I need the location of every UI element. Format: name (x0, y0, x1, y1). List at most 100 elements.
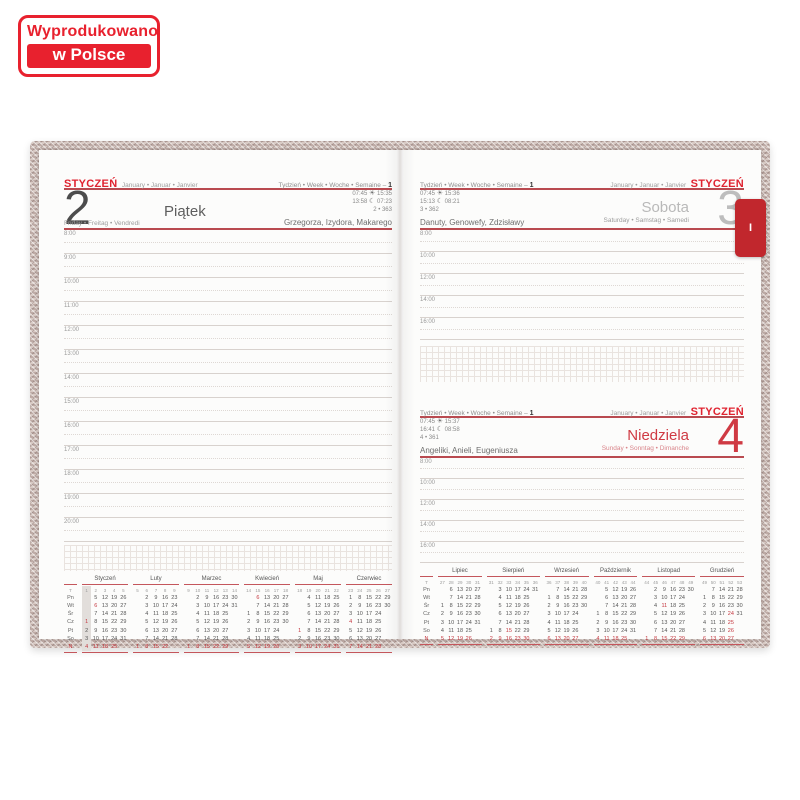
week-number: 10 (195, 587, 201, 593)
calendar-day: 1 (645, 635, 649, 642)
calendar-day (133, 594, 142, 602)
week-number: 46 (661, 579, 667, 585)
week-number: 14 (246, 587, 252, 593)
calendar-day: 26 (727, 627, 734, 634)
week-number: 15 (255, 587, 261, 593)
calendar-day (295, 610, 304, 618)
calendar-day: 5 (247, 643, 251, 650)
sun-moon-times: 07:45 ☀ 15:37 16:41 ☾ 08:58 4 • 361 (420, 418, 460, 441)
calendar-day: 23 (222, 595, 229, 602)
half-hour-line (420, 531, 744, 532)
calendar-day: 22 (465, 603, 472, 610)
hour-slot: 18:00 (64, 470, 392, 494)
hour-slot: 16:00 (420, 542, 744, 563)
hour-label: 13:00 (64, 351, 80, 357)
calendar-day: 22 (572, 595, 579, 602)
calendar-day: 20 (324, 611, 331, 618)
calendar-day: 8 (196, 643, 200, 650)
week-number: 5 (122, 587, 125, 593)
calendar-day: 2 (247, 619, 251, 626)
calendar-day: 1 (82, 618, 92, 627)
calendar-day: 23 (572, 603, 579, 610)
calendar-day: 27 (629, 595, 637, 602)
calendar-day: 5 (654, 611, 658, 618)
calendar-day (295, 602, 304, 610)
calendar-day (133, 635, 142, 643)
mini-calendar-month-name: Maj (313, 576, 323, 582)
hour-slot: 19:00 (64, 494, 392, 518)
week-number: 1 (82, 586, 92, 595)
month-subtitle: January • Januar • Janvier (610, 410, 687, 417)
calendar-day: 18 (670, 603, 677, 610)
hour-slot: 10:00 (420, 479, 744, 500)
day-header-jan-3: 07:45 ☀ 15:36 15:13 ☾ 08:21 3 • 362 (420, 185, 744, 233)
half-hour-line (64, 481, 392, 483)
calendar-day (295, 618, 304, 626)
calendar-day: 20 (213, 627, 220, 634)
calendar-day: 3 (247, 627, 251, 634)
diary-cover: STYCZEŃ January • Januar • Janvier Tydzi… (30, 141, 770, 653)
calendar-day: 7 (307, 619, 311, 626)
calendar-day (580, 627, 589, 635)
day-name-translations: Saturday • Samstag • Samedi (603, 217, 689, 224)
calendar-day: 9 (256, 619, 260, 626)
half-hour-line (64, 313, 392, 315)
hour-slot: 12:00 (64, 326, 392, 350)
mini-calendar-month-name: Sierpień (502, 568, 525, 574)
mini-calendar-grid: 31 32 33 34 35 36 3 10 17 24 31 4 11 18 25 5 12 19 26 6 13 20… (486, 576, 540, 645)
calendar-day: 27 (282, 595, 289, 602)
hour-label: 12:00 (420, 501, 436, 507)
half-hour-line (420, 306, 744, 308)
mini-calendar: Maj 18 19 20 21 22 4 11 18 25 5 12 19 26 6 13 20 27 7 14 21 2… (295, 575, 342, 653)
calendar-day: 1 (702, 595, 707, 602)
calendar-day: 26 (523, 603, 530, 610)
week-number: 31 (488, 579, 494, 585)
week-number: 24 (357, 587, 363, 593)
week-number: 45 (653, 579, 659, 585)
calendar-day (230, 643, 239, 651)
badge-line1: Wyprodukowano (27, 23, 159, 40)
hour-schedule-sat: 8:00 10:00 12:00 14:00 16:00 (420, 230, 744, 340)
calendar-day (487, 618, 496, 626)
calendar-day: 21 (572, 587, 579, 594)
calendar-day (642, 594, 651, 602)
calendar-day: 14 (101, 611, 109, 618)
calendar-day: 24 (727, 611, 734, 618)
calendar-day: 5 (547, 627, 551, 634)
calendar-day: 19 (514, 603, 521, 610)
calendar-day: 8 (711, 595, 715, 602)
calendar-day: 5 (498, 603, 502, 610)
calendar-day: 9 (307, 635, 311, 642)
calendar-day: 4 (145, 611, 149, 618)
calendar-day (531, 635, 540, 643)
mini-calendar: Styczeń 1 2 3 4 5 5 12 19 26 6 13 20 27 7 14 21 28 1 8 15 22 2… (82, 575, 128, 653)
calendar-day: 9 (662, 587, 666, 594)
calendar-day: 8 (256, 611, 260, 618)
calendar-day: 29 (629, 611, 637, 618)
calendar-day: 21 (670, 627, 677, 634)
calendar-day: 29 (736, 595, 743, 602)
mini-calendar-grid: 14 15 16 17 18 6 13 20 27 7 14 21 28 1 8 15 22 29 2 9 16 23 30… (244, 584, 291, 653)
calendar-day: 27 (572, 635, 579, 642)
calendar-day: 10 (152, 603, 159, 610)
hour-slot: 14:00 (420, 521, 744, 542)
made-in-poland-badge: Wyprodukowano w Polsce (18, 15, 160, 77)
calendar-day: 11 (448, 627, 455, 634)
calendar-day: 1 (547, 595, 551, 602)
hour-label: 18:00 (64, 471, 80, 477)
mini-calendar: Czerwiec23242526271815222929162330310172… (346, 575, 392, 653)
calendar-day: 27 (120, 603, 127, 610)
week-number: 1 (529, 182, 534, 189)
calendar-day: 3 (547, 611, 551, 618)
calendar-day: 3 (82, 634, 92, 643)
hour-label: 11:00 (64, 303, 79, 309)
calendar-day: 23 (727, 603, 734, 610)
mini-calendar-grid: 2324252627181522292916233031017244111825… (346, 584, 392, 653)
calendar-day: 27 (678, 619, 685, 626)
calendar-day: 30 (120, 627, 127, 634)
calendar-day: 2 (82, 626, 92, 635)
calendar-day: 17 (365, 611, 373, 618)
calendar-day: 2 (489, 635, 493, 642)
calendar-day: 13 (356, 635, 363, 642)
week-number: 51 (719, 579, 725, 585)
